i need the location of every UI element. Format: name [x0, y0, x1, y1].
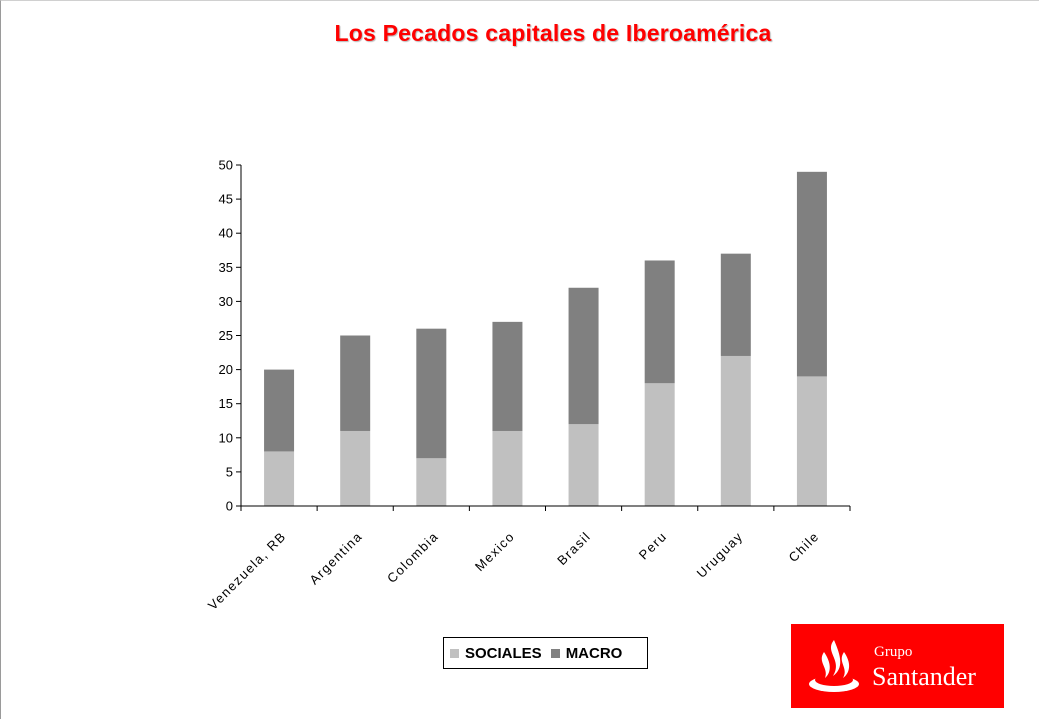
logo-text-santander: Santander	[872, 662, 976, 691]
bar-macro-0	[264, 369, 295, 452]
y-tick-label-0: 0	[226, 499, 233, 514]
x-tick-label-7: Chile	[786, 529, 823, 566]
x-tick-label-3: Mexico	[472, 529, 518, 575]
bar-macro-4	[568, 287, 599, 425]
bar-macro-1	[340, 335, 371, 431]
bar-sociales-3	[492, 430, 523, 506]
bar-macro-2	[416, 328, 447, 459]
slide-title: Los Pecados capitales de Iberoamérica	[334, 20, 772, 46]
legend-entry-macro: MACRO	[550, 644, 623, 662]
y-tick-label-50: 50	[219, 158, 233, 173]
chart-legend: SOCIALES MACRO	[443, 637, 648, 669]
y-tick-label-40: 40	[219, 226, 233, 241]
y-tick-label-15: 15	[219, 396, 233, 411]
y-tick-label-45: 45	[219, 192, 233, 207]
bar-sociales-4	[568, 424, 599, 506]
legend-label-macro: MACRO	[565, 644, 623, 662]
y-tick-label-25: 25	[219, 328, 233, 343]
y-tick-label-30: 30	[219, 294, 233, 309]
x-tick-label-1: Argentina	[306, 529, 365, 588]
bar-sociales-1	[340, 430, 371, 506]
legend-swatch-macro	[550, 648, 560, 658]
bar-macro-7	[796, 171, 827, 377]
y-tick-label-5: 5	[226, 464, 233, 479]
y-tick-label-20: 20	[219, 362, 233, 377]
bar-sociales-0	[264, 451, 295, 506]
y-tick-label-35: 35	[219, 260, 233, 275]
y-tick-label-10: 10	[219, 430, 233, 445]
bar-macro-6	[720, 253, 751, 356]
bar-sociales-2	[416, 458, 447, 506]
x-tick-label-4: Brasil	[554, 529, 594, 569]
bar-sociales-5	[644, 383, 675, 506]
x-tick-label-6: Uruguay	[694, 529, 746, 581]
bar-sociales-7	[796, 376, 827, 506]
x-tick-label-0: Venezuela, RB	[205, 529, 289, 613]
flame-icon	[809, 640, 859, 692]
santander-logo: Grupo Santander	[791, 624, 1004, 708]
x-tick-label-5: Peru	[636, 529, 670, 563]
legend-entry-sociales: SOCIALES	[450, 645, 542, 662]
legend-swatch-sociales	[450, 648, 459, 658]
bar-macro-5	[644, 260, 675, 384]
x-tick-label-2: Colombia	[384, 529, 441, 586]
legend-label-sociales: SOCIALES	[465, 644, 542, 662]
bar-sociales-6	[720, 355, 751, 506]
bar-macro-3	[492, 321, 523, 431]
logo-text-grupo: Grupo	[874, 644, 913, 660]
